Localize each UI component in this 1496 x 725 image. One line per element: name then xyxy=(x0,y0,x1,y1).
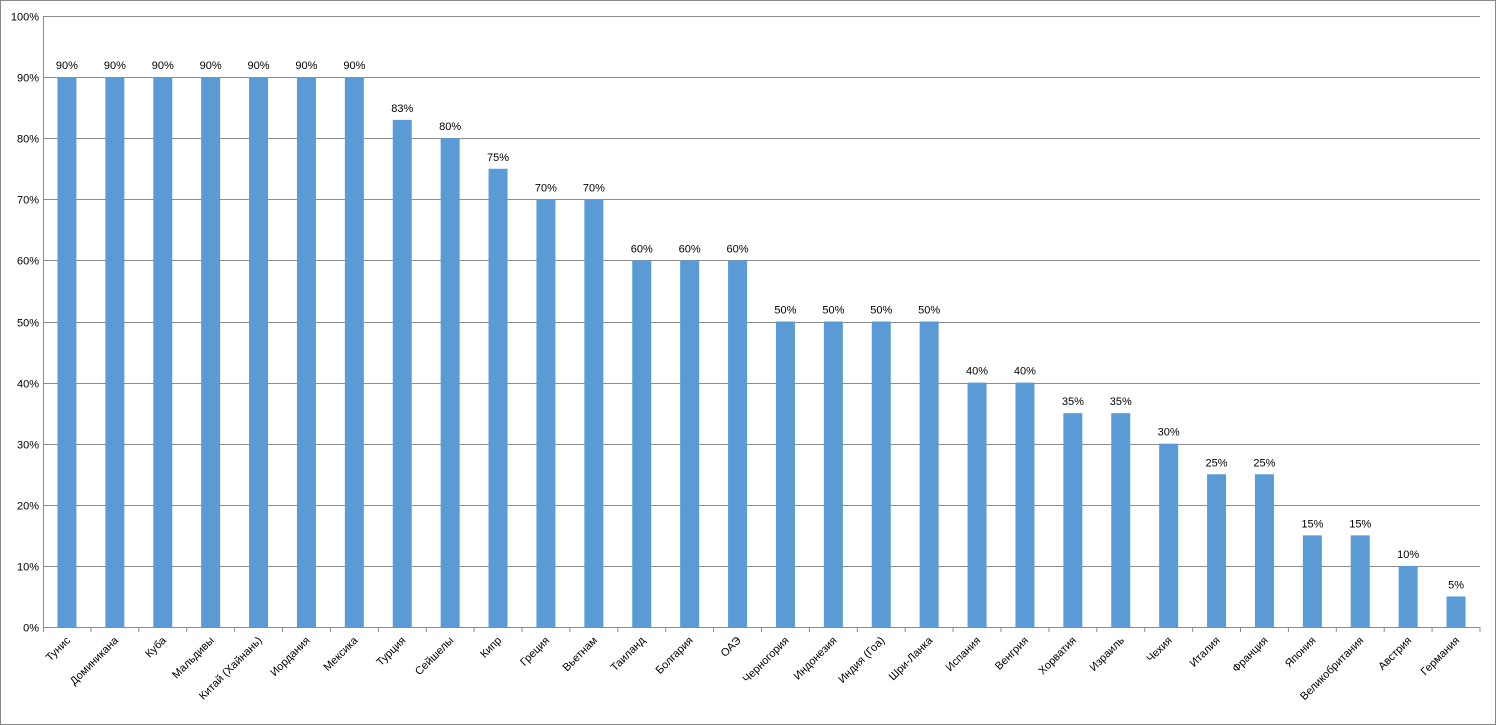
bar xyxy=(344,77,364,628)
y-tick-label: 0% xyxy=(23,623,39,635)
data-label: 83% xyxy=(391,103,413,115)
y-tick-label: 20% xyxy=(17,501,39,513)
data-label: 15% xyxy=(1349,518,1371,530)
data-label: 60% xyxy=(631,243,653,255)
y-tick-label: 100% xyxy=(11,12,39,24)
y-tick-label: 40% xyxy=(17,379,39,391)
bar xyxy=(153,77,173,628)
data-label: 25% xyxy=(1206,457,1228,469)
bar xyxy=(823,321,843,627)
data-label: 50% xyxy=(918,305,940,317)
y-tick-label: 60% xyxy=(17,256,39,268)
data-label: 40% xyxy=(1014,366,1036,378)
data-label: 80% xyxy=(439,121,461,133)
data-label: 90% xyxy=(104,60,126,72)
bar xyxy=(680,260,700,627)
bar xyxy=(296,77,316,628)
data-label: 60% xyxy=(727,243,749,255)
bar xyxy=(1015,382,1035,627)
data-label: 5% xyxy=(1448,579,1464,591)
y-tick-label: 50% xyxy=(17,318,39,330)
bar xyxy=(392,119,412,628)
bar xyxy=(775,321,795,627)
data-label: 30% xyxy=(1158,427,1180,439)
bar xyxy=(1254,474,1274,627)
bar xyxy=(1159,443,1179,627)
bar xyxy=(728,260,748,627)
bar xyxy=(871,321,891,627)
data-label: 60% xyxy=(679,243,701,255)
data-label: 10% xyxy=(1397,549,1419,561)
bar xyxy=(1446,596,1466,627)
y-tick-label: 70% xyxy=(17,195,39,207)
data-label: 35% xyxy=(1062,396,1084,408)
data-label: 75% xyxy=(487,152,509,164)
data-label: 90% xyxy=(248,60,270,72)
bar xyxy=(201,77,221,628)
bar xyxy=(967,382,987,627)
y-tick-label: 90% xyxy=(17,73,39,85)
data-label: 15% xyxy=(1301,518,1323,530)
data-label: 90% xyxy=(152,60,174,72)
bar xyxy=(584,199,604,628)
data-label: 90% xyxy=(343,60,365,72)
bar xyxy=(1207,474,1227,627)
bar xyxy=(536,199,556,628)
bar xyxy=(440,138,460,627)
bar xyxy=(57,77,77,628)
bar xyxy=(1111,413,1131,627)
bar xyxy=(1350,535,1370,627)
bar xyxy=(632,260,652,627)
bar xyxy=(488,168,508,627)
y-tick-label: 80% xyxy=(17,134,39,146)
data-label: 90% xyxy=(295,60,317,72)
data-label: 90% xyxy=(56,60,78,72)
data-label: 35% xyxy=(1110,396,1132,408)
data-label: 40% xyxy=(966,366,988,378)
data-label: 70% xyxy=(583,182,605,194)
data-label: 50% xyxy=(822,305,844,317)
bar xyxy=(919,321,939,627)
bar xyxy=(249,77,269,628)
bar xyxy=(1063,413,1083,627)
data-label: 50% xyxy=(870,305,892,317)
bar xyxy=(1302,535,1322,627)
data-label: 90% xyxy=(200,60,222,72)
bar xyxy=(1398,565,1418,627)
y-tick-label: 10% xyxy=(17,562,39,574)
data-label: 50% xyxy=(774,305,796,317)
bar xyxy=(105,77,125,628)
y-tick-label: 30% xyxy=(17,440,39,452)
data-label: 70% xyxy=(535,182,557,194)
data-label: 25% xyxy=(1253,457,1275,469)
